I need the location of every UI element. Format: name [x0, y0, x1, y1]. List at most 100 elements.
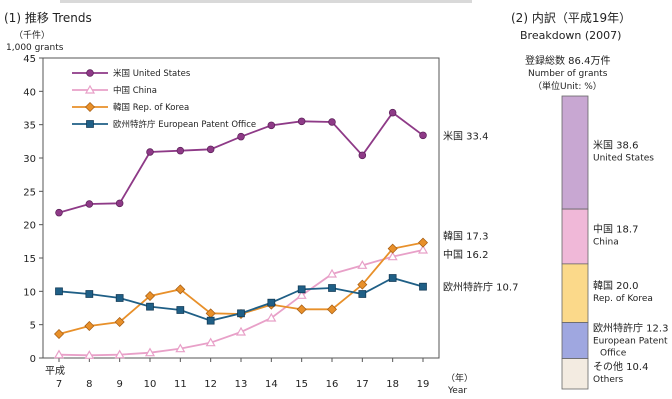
era-label: 平成: [45, 365, 65, 377]
segment-label-jp: 欧州特許庁 12.3: [593, 322, 668, 335]
data-point-china: [175, 343, 186, 353]
legend-marker: [86, 120, 94, 128]
data-point-us: [146, 148, 154, 156]
x-tick-label: 15: [295, 379, 308, 390]
data-point-korea: [418, 237, 428, 248]
data-point-china: [296, 290, 307, 299]
end-labels: 米国 33.4 中国 16.2 韓国 17.3 欧州特許庁 10.7: [443, 129, 518, 293]
y-tick-label: 45: [23, 54, 36, 65]
end-label-china: 中国 16.2: [443, 248, 488, 261]
segment-label-en: Rep. of Korea: [593, 294, 653, 304]
data-point-korea: [145, 291, 155, 301]
x-tick-label: 17: [356, 379, 369, 390]
data-point-us: [267, 121, 276, 130]
data-point-china: [235, 326, 247, 336]
segment-label-en: European Patent: [593, 337, 668, 347]
data-point-epo: [55, 287, 63, 296]
data-point-china: [84, 350, 95, 359]
data-point-epo: [206, 316, 215, 325]
total-grants-en: Number of grants: [528, 69, 608, 79]
x-tick-label: 18: [386, 379, 399, 390]
legend-label: 韓国 Rep. of Korea: [113, 102, 189, 113]
breakdown-unit: （単位Unit: %）: [533, 80, 602, 92]
year-unit-en: Year: [447, 386, 467, 396]
data-point-us: [115, 199, 124, 208]
x-tick-label: 12: [204, 379, 217, 390]
data-point-korea: [327, 304, 337, 315]
data-point-korea: [387, 243, 398, 254]
y-tick-label: 35: [23, 121, 36, 132]
y-axis: 0 5 10 15 20 25 30 35 40 45: [23, 54, 43, 365]
segment-seg_epo: [561, 322, 589, 359]
y-tick-label: 40: [23, 87, 36, 98]
data-point-epo: [297, 285, 306, 294]
data-point-korea: [357, 279, 368, 290]
data-point-us: [176, 146, 185, 155]
data-point-china: [114, 349, 125, 359]
data-point-us: [206, 145, 215, 154]
x-tick-label: 7: [56, 379, 62, 390]
x-tick-label: 11: [174, 379, 187, 390]
end-label-korea: 韓国 17.3: [443, 231, 488, 243]
x-tick-label: 16: [326, 379, 339, 390]
y-tick-label: 15: [23, 254, 36, 265]
legend-label: 欧州特許庁 European Patent Office: [113, 119, 256, 130]
right-panel-title: (2) 内訳（平成19年）: [511, 10, 631, 25]
end-label-epo: 欧州特許庁 10.7: [443, 281, 518, 294]
series-layer: [53, 108, 429, 359]
data-point-epo: [176, 306, 185, 314]
legend-marker: [85, 102, 95, 112]
segment-label-en: Others: [593, 375, 624, 385]
data-point-epo: [328, 284, 336, 292]
data-point-epo: [85, 290, 94, 298]
segment-label-en: United States: [593, 154, 654, 164]
data-point-us: [55, 208, 63, 217]
data-point-china: [205, 337, 216, 347]
x-tick-label: 13: [235, 379, 248, 390]
x-tick-label: 10: [144, 379, 157, 390]
y-tick-label: 5: [30, 321, 36, 332]
segment-label-jp: 中国 18.7: [593, 222, 638, 235]
y-tick-label: 25: [23, 187, 36, 198]
legend-label: 米国 United States: [113, 68, 191, 79]
segment-seg_korea: [561, 263, 589, 323]
y-tick-label: 20: [23, 221, 36, 232]
segment-seg_others: [561, 358, 589, 390]
data-point-epo: [419, 282, 427, 291]
data-point-us: [85, 200, 94, 208]
data-point-china: [417, 244, 429, 254]
data-point-epo: [146, 302, 154, 311]
x-tick-label: 19: [417, 379, 430, 390]
x-axis: 7 8 9 10 11 12 13 14 15 16 17 18 19: [56, 358, 430, 390]
series-epo: [55, 274, 427, 325]
data-point-us: [388, 108, 397, 117]
data-point-korea: [175, 284, 186, 295]
legend: 米国 United States 中国 China 韓国 Rep. of Korea…: [72, 68, 256, 130]
data-point-china: [387, 251, 398, 261]
x-tick-label: 8: [86, 379, 92, 390]
segment-seg_china: [561, 208, 589, 265]
data-point-us: [358, 151, 367, 160]
data-point-china: [357, 260, 368, 269]
x-tick-label: 9: [116, 379, 122, 390]
y-tick-label: 30: [23, 154, 36, 165]
segment-label-en: China: [593, 237, 619, 247]
top-divider: [60, 0, 472, 3]
segment-label-en2: Office: [600, 349, 627, 359]
data-point-us: [419, 131, 427, 140]
data-point-china: [326, 268, 338, 278]
legend-marker: [84, 84, 96, 94]
data-point-epo: [237, 309, 245, 318]
series-us: [55, 108, 427, 217]
data-point-korea: [114, 317, 125, 327]
y-unit-jp: （千件）: [14, 29, 50, 41]
plot-area: [42, 57, 440, 359]
data-point-us: [237, 132, 245, 141]
x-tick-label: 14: [265, 379, 278, 390]
breakdown-bar: 米国 38.6 United States 中国 18.7 China 韓国 20.0 R…: [561, 95, 668, 390]
y-tick-label: 0: [30, 354, 36, 365]
data-point-epo: [115, 294, 124, 302]
data-point-china: [53, 349, 65, 359]
